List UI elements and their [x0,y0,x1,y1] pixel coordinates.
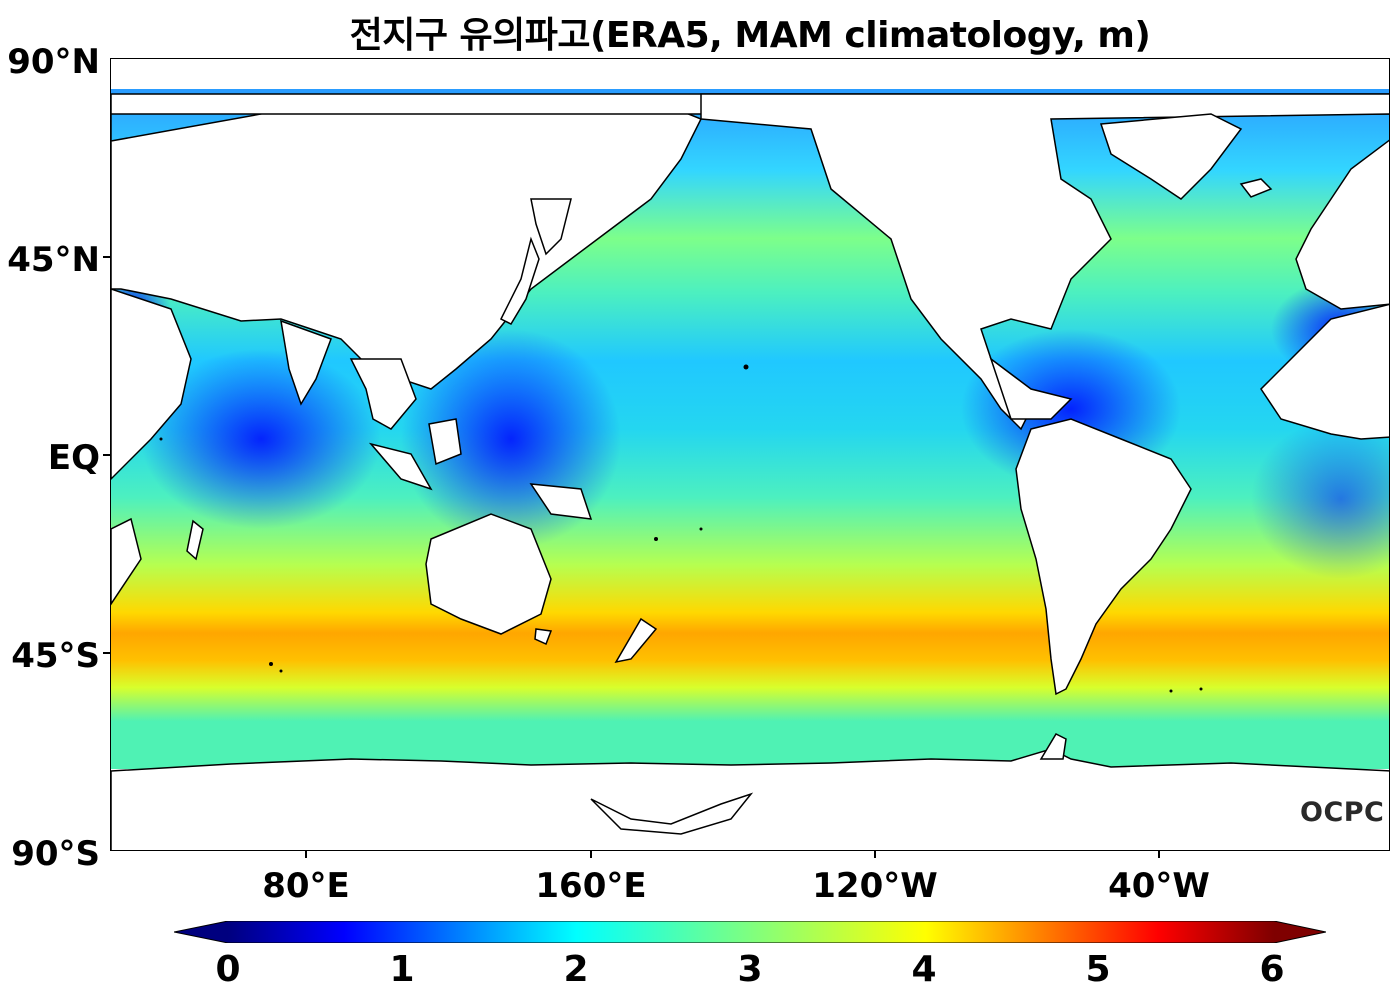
y-tick-label: 45°S [11,636,100,676]
greenland-landmass [1099,113,1243,200]
y-tick-label: 90°S [11,834,100,874]
india-peninsula [280,319,332,406]
kamchatka-peninsula [530,198,572,256]
y-tick-label: EQ [47,438,100,478]
x-tick-label: 40°W [1108,866,1210,906]
maritime-continent [368,442,433,491]
wave-height-map [110,58,1390,851]
colorbar-tick-label: 2 [563,949,589,990]
north-america-landmass [700,93,1389,431]
australia-landmass [425,513,552,635]
x-tick-label: 120°W [812,866,938,906]
x-tick-mark [305,851,307,858]
island-dot [159,437,163,441]
colorbar-tick-label: 6 [1259,949,1285,990]
land-layer [111,93,1389,850]
map-svg [111,89,1389,850]
y-tick-label: 90°N [7,42,100,82]
x-tick-label: 160°E [535,866,647,906]
indochina-landmass [349,358,417,430]
colorbar-extend-max [1274,921,1326,943]
south-america-landmass [1015,418,1192,696]
calm-region [141,349,381,529]
new-zealand-islands [614,617,658,664]
x-tick-mark [874,851,876,858]
japan-islands [499,236,540,325]
africa-landmass [111,288,192,481]
colorbar-tick-label: 0 [215,949,241,990]
x-tick-mark [590,851,592,858]
caribbean-landmass [989,356,1073,420]
iceland-island [1239,178,1273,198]
y-tick-label: 45°N [7,240,100,280]
island-dot [654,537,658,541]
colorbar-tick-label: 5 [1085,949,1111,990]
island-dot [1199,687,1203,691]
island-dot [743,364,749,370]
y-tick-mark [103,652,110,654]
calm-region [1251,419,1389,579]
west-africa-landmass [1260,303,1389,440]
colorbar-extend-min [174,921,228,943]
tasmania-island [534,628,553,646]
colorbar-tick-label: 3 [737,949,763,990]
colorbar-tick-label: 1 [389,949,415,990]
colorbar-body [228,921,1274,943]
island-dot [699,527,703,531]
southern-africa [111,517,142,606]
ocpc-logo: OCPC [1300,797,1385,828]
europe-landmass [1295,139,1389,310]
antarctica-landmass [111,748,1389,850]
antarctic-peninsula [1039,733,1067,760]
colorbar [174,921,1326,943]
y-tick-mark [103,256,110,258]
new-guinea-island [529,483,593,520]
colorbar-tick-label: 4 [911,949,937,990]
x-tick-label: 80°E [262,866,350,906]
islands-layer [159,364,1203,693]
map-title: 전지구 유의파고(ERA5, MAM climatology, m) [349,15,1151,56]
madagascar-island [186,519,204,561]
island-dot [279,669,283,673]
x-tick-mark [1158,851,1160,858]
ross-sea-coast [590,792,754,835]
island-dot [1169,689,1173,693]
y-tick-mark [103,454,110,456]
island-dot [269,662,273,666]
borneo-island [428,418,462,466]
